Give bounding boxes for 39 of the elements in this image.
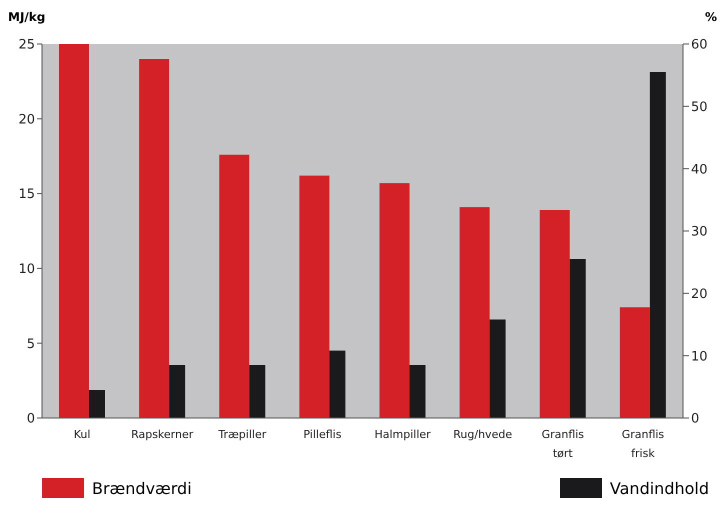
bar	[410, 365, 426, 418]
y-tick-label: 5	[26, 336, 35, 352]
y-tick-label: 0	[26, 412, 35, 427]
x-tick-label: Rug/hvede	[453, 428, 512, 441]
bar	[219, 154, 250, 418]
legend-label: Brændværdi	[92, 478, 192, 498]
y-tick-label: 25	[18, 38, 35, 53]
x-tick-label: Pilleflis	[303, 428, 342, 441]
y2-tick-label: 20	[691, 286, 708, 302]
bar	[380, 183, 410, 418]
y-axis-title: MJ/kg	[8, 10, 46, 24]
y2-tick-label: 10	[691, 349, 708, 364]
bar	[89, 390, 105, 418]
x-tick-label: Granflis tørt	[542, 428, 584, 460]
y2-tick-label: 50	[691, 100, 708, 115]
bar	[329, 350, 346, 418]
bar	[620, 307, 650, 418]
bar	[59, 44, 89, 418]
bar	[299, 176, 330, 418]
y2-tick-label: 0	[691, 412, 700, 427]
y2-tick-label: 60	[691, 38, 708, 53]
legend-label: Vandindhold	[610, 478, 709, 498]
x-tick-label: Kul	[74, 428, 90, 441]
bar	[249, 365, 266, 418]
y2-axis-title: %	[704, 10, 717, 24]
x-tick-label: Træpiller	[217, 428, 267, 441]
x-tick-label: Halmpiller	[374, 428, 432, 441]
bar	[460, 207, 490, 418]
y-tick-label: 20	[18, 112, 35, 128]
x-tick-label: Granflis frisk	[622, 428, 664, 460]
y-tick-label: 10	[18, 262, 35, 278]
bar	[490, 320, 506, 418]
bar	[169, 365, 186, 418]
y2-tick-label: 40	[691, 162, 708, 178]
x-tick-label: Rapskerner	[131, 428, 194, 441]
y2-tick-label: 30	[691, 224, 708, 240]
bar	[139, 58, 170, 418]
bar	[650, 72, 666, 418]
y-tick-label: 15	[18, 187, 35, 202]
